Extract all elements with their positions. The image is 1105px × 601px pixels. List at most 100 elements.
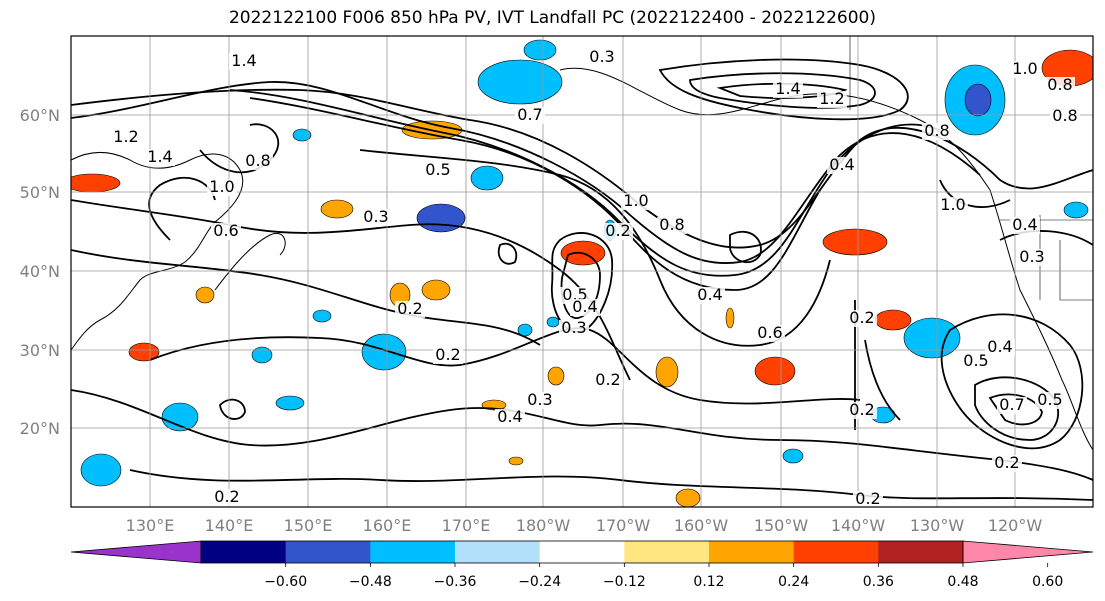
latitude-labels: 60°N 50°N 40°N 30°N 20°N	[20, 106, 60, 438]
contour-label: 1.0	[1012, 59, 1037, 78]
contour-label-bg	[570, 299, 600, 316]
lon-tick-label: 150°W	[754, 516, 809, 535]
anomaly-negative	[361, 333, 407, 371]
contour-label: 0.6	[757, 323, 782, 342]
anomaly-negative	[470, 165, 504, 191]
anomaly-positive	[195, 286, 215, 304]
contour-label-bg	[361, 209, 391, 226]
coastline-japan	[214, 232, 286, 291]
lon-tick-label: 120°W	[988, 516, 1043, 535]
contour-label: 0.2	[435, 345, 460, 364]
colorbar-tick-label: −0.48	[349, 574, 392, 590]
colorbar-tick-label: 0.24	[778, 574, 809, 590]
contour-label-bg	[1050, 108, 1080, 125]
country-border	[1059, 240, 1093, 301]
anomaly-positive	[547, 366, 565, 386]
anomaly-negative	[275, 395, 305, 411]
contour-label-bg	[423, 162, 453, 179]
contour-label: 0.2	[849, 400, 874, 419]
coastline-asia	[71, 152, 244, 351]
contour-line	[149, 327, 861, 405]
colorbar-tick-label: 0.36	[863, 574, 894, 590]
contour-label: 0.4	[987, 337, 1012, 356]
lon-tick-label: 130°W	[910, 516, 965, 535]
colorbar-segment	[285, 541, 371, 563]
contour-label: 0.2	[214, 487, 239, 506]
anomaly-negative	[312, 309, 332, 323]
contour-label-bg	[1010, 61, 1040, 78]
contour-label-bg	[515, 107, 545, 124]
contour-label: 0.2	[605, 221, 630, 240]
contour-line	[940, 313, 1084, 450]
contour-label: 0.3	[527, 390, 552, 409]
contour-label-bg	[243, 153, 273, 170]
lon-tick-label: 140°W	[831, 516, 886, 535]
colorbar-tick-label: −0.60	[264, 574, 307, 590]
lon-tick-label: 130°E	[126, 516, 175, 535]
anomaly-positive	[320, 199, 354, 219]
anomaly-negative	[161, 402, 199, 432]
pv-anomaly-shading	[71, 39, 1093, 507]
colorbar-segment	[793, 541, 879, 563]
map-frame	[70, 35, 1094, 508]
contour-label: 1.4	[231, 51, 256, 70]
anomaly-negative	[903, 317, 961, 359]
contour-label-bg	[1035, 392, 1065, 409]
contour-label-bg	[587, 49, 617, 66]
coastline-north-america	[989, 189, 1093, 451]
contour-label-bg	[145, 149, 175, 166]
contour-label-bg	[853, 491, 883, 508]
contour-line	[864, 339, 901, 421]
contour-label-bg	[525, 392, 555, 409]
anomaly-negative	[80, 453, 122, 487]
colorbar-tick-label: 0.60	[1032, 574, 1063, 590]
contour-label: 0.8	[1047, 75, 1072, 94]
contour-label-bg	[593, 372, 623, 389]
colorbar-segment	[878, 541, 964, 563]
contour-label: 0.3	[561, 318, 586, 337]
contour-line	[359, 149, 831, 347]
contour-label: 1.4	[147, 147, 172, 166]
contour-label: 0.2	[849, 308, 874, 327]
lon-tick-label: 170°W	[596, 516, 651, 535]
colorbar-tick-label: 0.48	[947, 574, 978, 590]
contour-label-bg	[961, 353, 991, 370]
lon-tick-label: 140°E	[205, 516, 254, 535]
colorbar-tick-label: 0.12	[693, 574, 724, 590]
contour-label: 0.2	[397, 299, 422, 318]
contour-line	[689, 72, 876, 109]
colorbar-segment	[709, 541, 795, 563]
contour-label-bg	[847, 402, 877, 419]
contour-label: 0.8	[245, 151, 270, 170]
contour-label-bg	[603, 223, 633, 240]
contour-label-bg	[827, 157, 857, 174]
contour-label-bg	[1017, 249, 1047, 266]
contour-line	[129, 469, 1093, 501]
anomaly-positive	[71, 173, 121, 193]
contour-label: 0.4	[572, 297, 597, 316]
colorbar-segment	[201, 541, 287, 563]
contour-label: 0.8	[659, 215, 684, 234]
contour-label-bg	[111, 129, 141, 146]
contour-label: 0.4	[497, 407, 522, 426]
colorbar-segment	[455, 541, 541, 563]
contour-label: 0.6	[213, 221, 238, 240]
lon-tick-label: 160°W	[674, 516, 729, 535]
lon-tick-label: 180°W	[516, 516, 571, 535]
lon-tick-label: 150°E	[284, 516, 333, 535]
colorbar-tick-label: −0.24	[518, 574, 561, 590]
longitude-labels: 130°E 140°E 150°E 160°E 170°E 180°W 170°W 160°W…	[126, 516, 1043, 535]
lat-tick-label: 60°N	[20, 106, 60, 125]
contour-label: 0.3	[1019, 247, 1044, 266]
contour-label-bg	[207, 179, 237, 196]
contour-line	[729, 230, 762, 264]
contour-label: 1.0	[209, 177, 234, 196]
anomaly-negative	[964, 83, 992, 117]
anomaly-positive	[508, 456, 524, 466]
lat-tick-label: 20°N	[20, 419, 60, 438]
contour-label: 1.4	[775, 79, 800, 98]
contour-label: 0.7	[517, 105, 542, 124]
contour-label-bg	[211, 223, 241, 240]
contour-label-bg	[938, 197, 968, 214]
